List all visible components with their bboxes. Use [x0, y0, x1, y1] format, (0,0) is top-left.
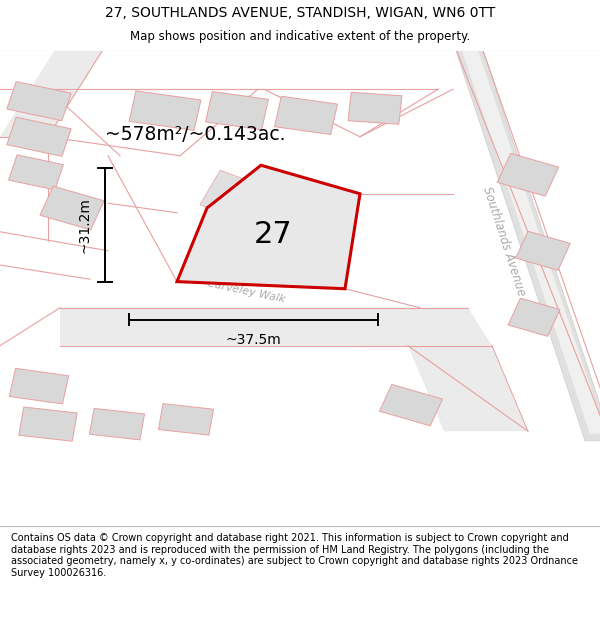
Polygon shape — [9, 368, 69, 404]
Text: ~578m²/~0.143ac.: ~578m²/~0.143ac. — [105, 125, 286, 144]
Polygon shape — [200, 170, 280, 227]
Polygon shape — [497, 153, 559, 196]
Text: 27: 27 — [254, 219, 292, 249]
Polygon shape — [0, 42, 108, 137]
Text: Contains OS data © Crown copyright and database right 2021. This information is : Contains OS data © Crown copyright and d… — [11, 533, 578, 578]
Polygon shape — [516, 231, 570, 270]
Polygon shape — [8, 155, 64, 190]
Text: Carveley Walk: Carveley Walk — [206, 278, 286, 304]
Text: ~37.5m: ~37.5m — [226, 333, 281, 347]
Polygon shape — [379, 384, 443, 426]
Polygon shape — [459, 42, 600, 434]
Polygon shape — [60, 308, 492, 346]
Polygon shape — [508, 298, 560, 336]
Polygon shape — [453, 42, 600, 441]
Polygon shape — [19, 407, 77, 441]
Polygon shape — [129, 91, 201, 131]
Polygon shape — [206, 91, 268, 130]
Polygon shape — [275, 96, 337, 134]
Text: Southlands Avenue: Southlands Avenue — [480, 185, 528, 298]
Polygon shape — [40, 186, 104, 230]
Text: Map shows position and indicative extent of the property.: Map shows position and indicative extent… — [130, 31, 470, 43]
Text: 27, SOUTHLANDS AVENUE, STANDISH, WIGAN, WN6 0TT: 27, SOUTHLANDS AVENUE, STANDISH, WIGAN, … — [105, 6, 495, 20]
Polygon shape — [7, 81, 71, 121]
Polygon shape — [348, 92, 402, 124]
Polygon shape — [158, 404, 214, 435]
Polygon shape — [408, 346, 528, 431]
Polygon shape — [281, 187, 355, 239]
Polygon shape — [89, 408, 145, 440]
Polygon shape — [177, 165, 360, 289]
Text: ~31.2m: ~31.2m — [78, 197, 92, 252]
Polygon shape — [7, 117, 71, 156]
